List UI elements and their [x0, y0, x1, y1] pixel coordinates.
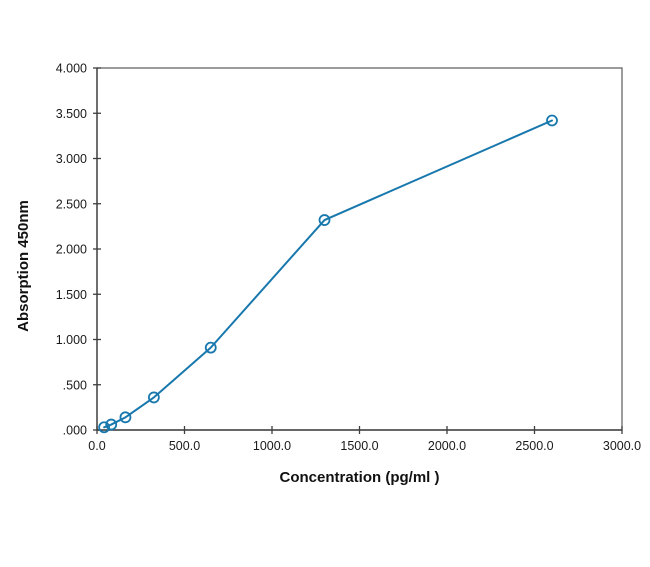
x-tick-label: 3000.0 [603, 439, 641, 453]
data-point-marker [119, 411, 132, 424]
y-tick-label: 1.000 [56, 333, 87, 347]
x-tick-label: 2000.0 [428, 439, 466, 453]
x-tick-label: 500.0 [169, 439, 200, 453]
y-tick-label: .500 [63, 378, 87, 392]
series-line [103, 119, 553, 429]
data-point-marker [98, 421, 111, 434]
data-point-marker [147, 391, 160, 404]
y-tick-label: 3.500 [56, 107, 87, 121]
y-tick-label: 2.500 [56, 197, 87, 211]
data-point-marker [318, 214, 331, 226]
x-tick-label: 2500.0 [515, 439, 553, 453]
x-tick-label: 1000.0 [253, 439, 291, 453]
x-tick-label: 1500.0 [340, 439, 378, 453]
y-tick-label: 3.000 [56, 152, 87, 166]
y-axis-title: Absorption 450nm [15, 200, 32, 332]
data-point-marker [105, 418, 118, 431]
plot-frame [96, 67, 623, 431]
x-axis-title: Concentration (pg/ml ) [279, 469, 440, 486]
x-tick-label: 0.0 [88, 439, 105, 453]
data-point-marker [204, 341, 217, 354]
y-tick-label: 4.000 [56, 62, 87, 76]
data-point-marker [546, 114, 558, 127]
y-tick-label: .000 [63, 424, 87, 438]
y-tick-label: 2.000 [56, 243, 87, 257]
y-tick-label: 1.500 [56, 288, 87, 302]
